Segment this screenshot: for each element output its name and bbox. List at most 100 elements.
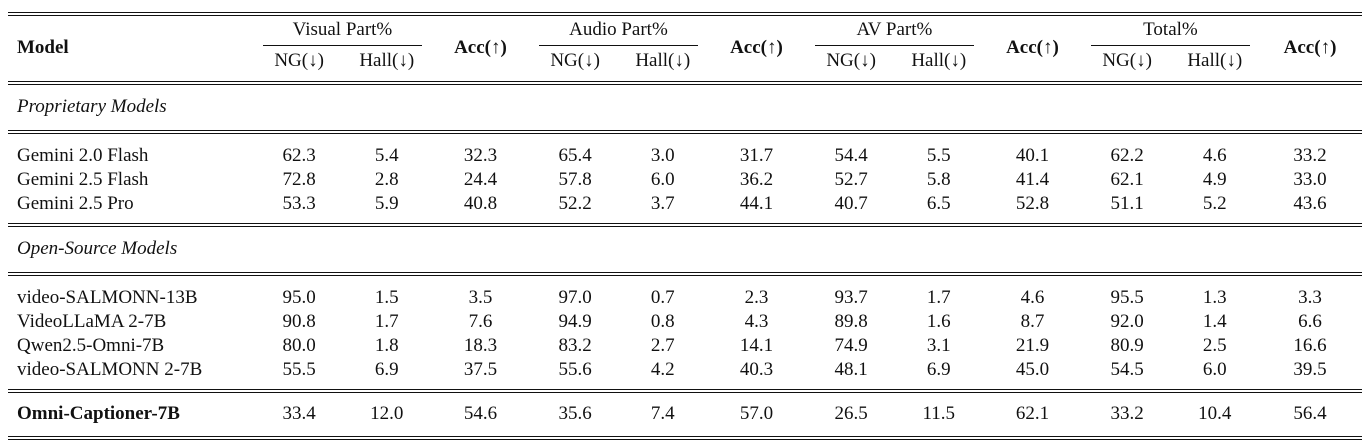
header-hall: Hall(↓) <box>635 50 691 71</box>
ng-value: 35.6 <box>558 403 592 424</box>
acc-value: 24.4 <box>463 169 498 190</box>
hall-value: 1.3 <box>1202 287 1227 308</box>
hall-value: 10.4 <box>1198 403 1232 424</box>
acc-value: 4.3 <box>744 311 769 332</box>
acc-value: 33.2 <box>1293 145 1327 166</box>
acc-value: 54.6 <box>463 403 498 424</box>
acc-value: 36.2 <box>739 169 774 190</box>
ng-value: 54.5 <box>1110 359 1144 380</box>
acc-value: 39.5 <box>1293 359 1327 380</box>
acc-value: 40.3 <box>739 359 774 380</box>
acc-value: 45.0 <box>1015 359 1050 380</box>
header-rule <box>8 80 1362 85</box>
ng-value: 26.5 <box>834 403 868 424</box>
section-end-rule <box>8 388 1362 393</box>
ng-value: 72.8 <box>282 169 316 190</box>
acc-value: 4.6 <box>1020 287 1045 308</box>
header-group-av: AV Part% <box>814 18 975 46</box>
hall-value: 7.4 <box>650 403 675 424</box>
header-group-total: Total% <box>1090 18 1251 46</box>
header-hall: Hall(↓) <box>359 50 415 71</box>
ng-value: 51.1 <box>1110 193 1144 214</box>
table-row: Gemini 2.5 Pro 53.3 5.9 40.8 52.2 3.7 44.1 40.7… <box>8 192 1362 220</box>
ng-value: 95.5 <box>1110 287 1144 308</box>
ng-value: 93.7 <box>834 287 868 308</box>
ng-value: 33.2 <box>1110 403 1144 424</box>
header-acc: Acc(↑) <box>454 37 507 58</box>
acc-value: 33.0 <box>1293 169 1327 190</box>
acc-value: 40.1 <box>1015 145 1050 166</box>
ng-value: 94.9 <box>558 311 592 332</box>
header-group-visual: Visual Part% <box>262 18 423 46</box>
header-hall: Hall(↓) <box>911 50 967 71</box>
hall-value: 5.4 <box>374 145 399 166</box>
acc-value: 3.3 <box>1298 287 1322 308</box>
ng-value: 89.8 <box>834 311 868 332</box>
hall-value: 1.6 <box>926 311 951 332</box>
hall-value: 6.0 <box>1202 359 1227 380</box>
acc-value: 43.6 <box>1293 193 1327 214</box>
acc-value: 14.1 <box>739 335 774 356</box>
hall-value: 6.0 <box>650 169 675 190</box>
table-row: Gemini 2.0 Flash 62.3 5.4 32.3 65.4 3.0 31.7 54… <box>8 136 1362 168</box>
hall-value: 3.1 <box>926 335 951 356</box>
ng-value: 74.9 <box>834 335 868 356</box>
hall-value: 6.5 <box>926 193 951 214</box>
hall-value: 4.2 <box>650 359 675 380</box>
header-ng: NG(↓) <box>1102 50 1152 71</box>
hall-value: 5.8 <box>926 169 951 190</box>
hall-value: 5.9 <box>374 193 399 214</box>
model-name: Qwen2.5-Omni-7B <box>17 335 165 356</box>
acc-value: 52.8 <box>1015 193 1050 214</box>
acc-value: 3.5 <box>468 287 493 308</box>
ng-value: 97.0 <box>558 287 592 308</box>
section-rule <box>8 129 1362 134</box>
acc-value: 21.9 <box>1015 335 1050 356</box>
acc-value: 18.3 <box>463 335 498 356</box>
hall-value: 0.7 <box>650 287 675 308</box>
acc-value: 6.6 <box>1298 311 1322 332</box>
acc-value: 37.5 <box>463 359 498 380</box>
acc-value: 40.8 <box>463 193 498 214</box>
results-table: Model Visual Part% Acc(↑) Audio Part% Ac… <box>8 9 1362 442</box>
header-ng: NG(↓) <box>274 50 324 71</box>
hall-value: 1.4 <box>1202 311 1227 332</box>
hall-value: 1.5 <box>374 287 399 308</box>
ng-value: 80.9 <box>1110 335 1144 356</box>
ng-value: 33.4 <box>282 403 316 424</box>
acc-value: 56.4 <box>1293 403 1327 424</box>
model-name: VideoLLaMA 2-7B <box>17 311 167 332</box>
acc-value: 16.6 <box>1293 335 1327 356</box>
acc-value: 2.3 <box>744 287 769 308</box>
hall-value: 1.7 <box>374 311 399 332</box>
header-acc: Acc(↑) <box>1006 37 1059 58</box>
acc-value: 8.7 <box>1020 311 1045 332</box>
section-title: Open-Source Models <box>17 238 178 259</box>
ng-value: 92.0 <box>1110 311 1144 332</box>
ng-value: 55.5 <box>282 359 316 380</box>
ng-value: 53.3 <box>282 193 316 214</box>
header-group-audio: Audio Part% <box>538 18 699 46</box>
section-title: Proprietary Models <box>17 96 167 117</box>
acc-value: 44.1 <box>739 193 774 214</box>
acc-value: 62.1 <box>1015 403 1050 424</box>
table-row: video-SALMONN-13B 95.0 1.5 3.5 97.0 0.7 2.3 93.… <box>8 278 1362 310</box>
hall-value: 4.9 <box>1202 169 1227 190</box>
acc-value: 32.3 <box>463 145 498 166</box>
ng-value: 57.8 <box>558 169 592 190</box>
ng-value: 62.1 <box>1110 169 1144 190</box>
table-row: Gemini 2.5 Flash 72.8 2.8 24.4 57.8 6.0 36.2 52… <box>8 168 1362 192</box>
table-row: Qwen2.5-Omni-7B 80.0 1.8 18.3 83.2 2.7 14.1 74.… <box>8 334 1362 358</box>
header-row-1: Model Visual Part% Acc(↑) Audio Part% Ac… <box>8 18 1362 58</box>
hall-value: 1.7 <box>926 287 951 308</box>
acc-value: 41.4 <box>1015 169 1050 190</box>
hall-value: 11.5 <box>922 403 956 424</box>
model-name: Gemini 2.5 Flash <box>17 169 149 190</box>
hall-value: 2.7 <box>650 335 675 356</box>
hall-value: 5.5 <box>926 145 951 166</box>
ng-value: 52.7 <box>834 169 868 190</box>
ng-value: 55.6 <box>558 359 592 380</box>
section-end-rule <box>8 222 1362 227</box>
ng-value: 80.0 <box>282 335 316 356</box>
top-rule <box>8 11 1362 16</box>
